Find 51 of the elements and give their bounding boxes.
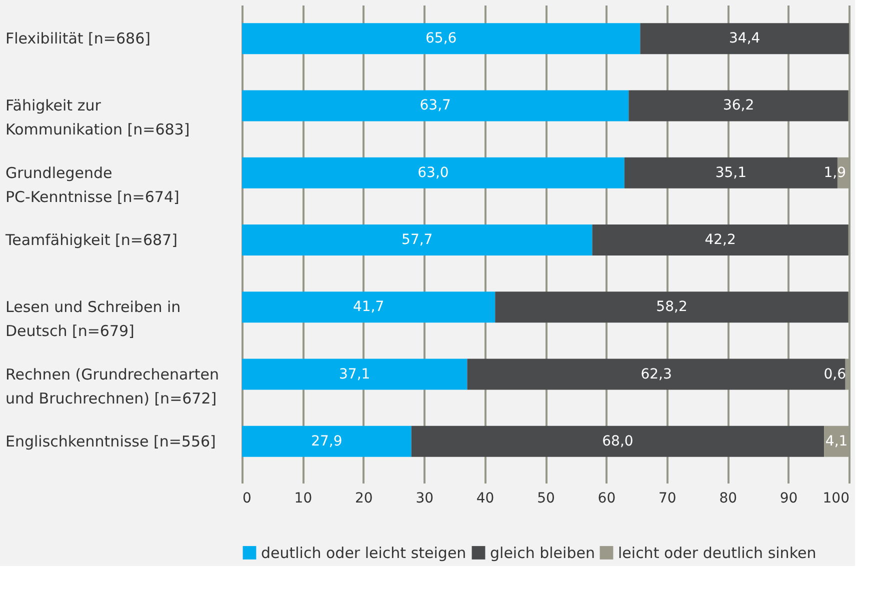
bar: [628, 90, 848, 122]
x-tick-label: 0: [242, 490, 252, 506]
bar: [242, 90, 629, 122]
bar: [242, 358, 468, 390]
data-label: 63,7: [420, 98, 451, 114]
data-label: 42,2: [704, 232, 736, 248]
data-label: 36,2: [722, 98, 754, 114]
y-tick-label: Flexibilität [n=686]: [6, 30, 150, 48]
data-label: 0,6: [824, 366, 846, 382]
data-label: 62,3: [640, 366, 672, 382]
x-tick-label: 20: [354, 490, 373, 506]
legend-label: gleich bleiben: [490, 544, 595, 562]
y-tick-label: Englischkenntnisse [n=556]: [6, 432, 216, 450]
data-label: 4,1: [825, 433, 848, 450]
x-tick-label: 80: [719, 490, 738, 506]
data-label: 58,2: [656, 299, 688, 316]
bar: [592, 224, 848, 256]
bar: [242, 23, 640, 54]
data-label: 27,9: [311, 433, 342, 450]
bar: [411, 426, 824, 457]
x-tick-label: 70: [658, 490, 676, 506]
y-tick-label: Teamfähigkeit [n=687]: [4, 231, 178, 249]
data-label: 63,0: [418, 164, 449, 181]
x-tick-label: 30: [416, 490, 434, 506]
data-label: 35,1: [715, 164, 747, 181]
x-tick-label: 90: [780, 490, 798, 506]
x-tick-label: 40: [476, 490, 494, 506]
bar: [242, 224, 592, 256]
data-label: 1,9: [824, 164, 846, 181]
data-label: 37,1: [339, 366, 370, 382]
data-label: 57,7: [402, 232, 433, 248]
bar: [495, 292, 848, 323]
legend-label: deutlich oder leicht steigen: [261, 544, 466, 562]
bar: [242, 426, 412, 457]
x-tick-label: 60: [598, 490, 616, 506]
data-label: 34,4: [729, 30, 760, 47]
bar: [467, 358, 846, 390]
y-tick-label: Lesen und Schreiben in Deutsch [n=679]: [6, 298, 181, 340]
y-tick-label: Fähigkeit zur Kommunikation [n=683]: [6, 96, 190, 139]
bar: [242, 292, 496, 323]
y-tick-label: Grundlegende PC-Kenntnisse [n=674]: [6, 164, 180, 206]
data-label: 41,7: [352, 299, 384, 316]
legend-label: leicht oder deutlich sinken: [618, 544, 816, 562]
bar: [242, 157, 624, 188]
bar: [640, 23, 849, 54]
x-tick-label: 10: [294, 490, 312, 506]
data-label: 68,0: [602, 433, 634, 450]
x-tick-label: 50: [537, 490, 555, 506]
y-tick-label: Rechnen (Grundrechenarten und Bruchrechnen) [n=672]: [6, 365, 219, 408]
x-tick-label: 100: [822, 490, 850, 506]
data-label: 65,6: [426, 30, 457, 47]
